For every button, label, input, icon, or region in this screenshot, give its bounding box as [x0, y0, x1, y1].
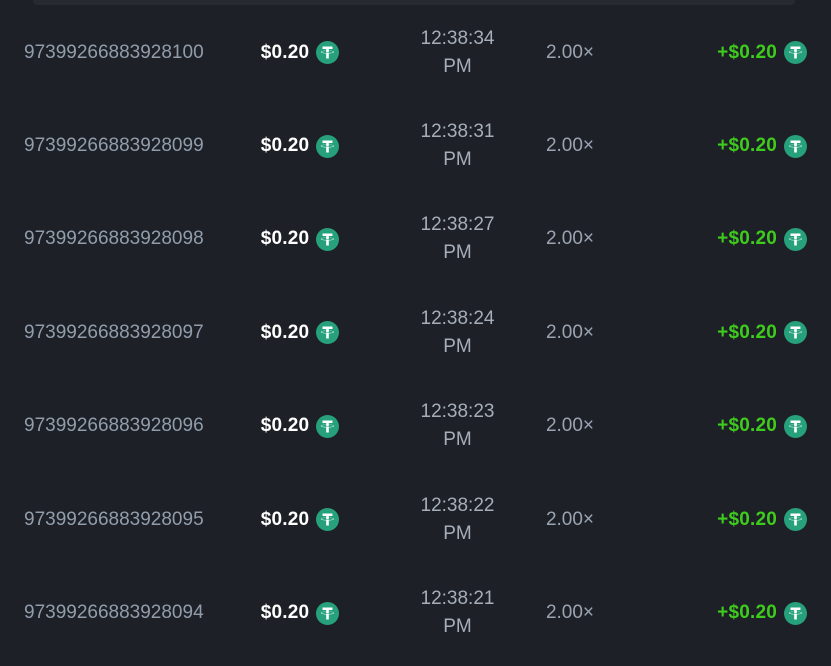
tether-icon	[784, 508, 807, 532]
bet-row[interactable]: 97399266883928097 $0.20 12:38:24 PM 2.00…	[0, 286, 831, 379]
bet-id-text: 97399266883928099	[24, 135, 204, 157]
time-value: 12:38:27	[420, 214, 495, 236]
payout-amount: +$0.20	[717, 415, 777, 437]
bet-id-text: 97399266883928094	[24, 602, 204, 624]
tether-icon	[316, 508, 340, 532]
tether-icon	[784, 41, 807, 65]
payout-amount: +$0.20	[717, 41, 777, 63]
bet-payout-cell: +$0.20	[610, 414, 831, 438]
bet-row[interactable]: 97399266883928099 $0.20 12:38:31 PM 2.00…	[0, 99, 831, 192]
tether-icon	[316, 414, 340, 438]
tether-icon	[784, 227, 807, 251]
time-period: PM	[443, 429, 472, 451]
bet-id-text: 97399266883928098	[24, 228, 204, 250]
bet-id: 97399266883928100	[0, 42, 215, 64]
bet-time: 12:38:27 PM	[385, 211, 530, 267]
tether-icon	[784, 601, 807, 625]
bet-id: 97399266883928094	[0, 602, 215, 624]
bet-amount: $0.20	[260, 508, 310, 530]
bet-amount: $0.20	[260, 228, 310, 250]
previous-row-remnant	[33, 0, 795, 5]
bet-time: 12:38:34 PM	[385, 25, 530, 81]
bet-id: 97399266883928095	[0, 509, 215, 531]
bet-payout-cell: +$0.20	[610, 601, 831, 625]
bet-id-text: 97399266883928096	[24, 415, 204, 437]
bet-multiplier: 2.00×	[545, 321, 595, 343]
tether-icon	[316, 321, 340, 345]
bet-amount-cell: $0.20	[215, 134, 385, 158]
payout-amount: +$0.20	[717, 135, 777, 157]
bet-amount: $0.20	[260, 602, 310, 624]
bet-time: 12:38:21 PM	[385, 585, 530, 641]
time-period: PM	[443, 335, 472, 357]
bet-payout-cell: +$0.20	[610, 227, 831, 251]
bet-id: 97399266883928097	[0, 322, 215, 344]
time-value: 12:38:22	[420, 494, 495, 516]
bet-id: 97399266883928099	[0, 135, 215, 157]
bet-multiplier: 2.00×	[545, 508, 595, 530]
bet-row[interactable]: 97399266883928098 $0.20 12:38:27 PM 2.00…	[0, 193, 831, 286]
bet-id-text: 97399266883928100	[24, 41, 204, 63]
bet-id-text: 97399266883928097	[24, 321, 204, 343]
time-period: PM	[443, 522, 472, 544]
bet-amount: $0.20	[260, 415, 310, 437]
tether-icon	[316, 41, 340, 65]
payout-amount: +$0.20	[717, 508, 777, 530]
bet-time: 12:38:22 PM	[385, 492, 530, 548]
bet-time: 12:38:31 PM	[385, 118, 530, 174]
time-period: PM	[443, 55, 472, 77]
bet-amount-cell: $0.20	[215, 414, 385, 438]
bet-amount: $0.20	[260, 135, 310, 157]
bet-multiplier: 2.00×	[545, 602, 595, 624]
bet-multiplier: 2.00×	[545, 228, 595, 250]
tether-icon	[784, 134, 807, 158]
bet-row[interactable]: 97399266883928095 $0.20 12:38:22 PM 2.00…	[0, 473, 831, 566]
time-value: 12:38:23	[420, 401, 495, 423]
bet-amount-cell: $0.20	[215, 601, 385, 625]
tether-icon	[316, 134, 340, 158]
bet-payout-cell: +$0.20	[610, 134, 831, 158]
time-period: PM	[443, 149, 472, 171]
bet-id: 97399266883928096	[0, 415, 215, 437]
time-value: 12:38:31	[420, 121, 495, 143]
bet-payout-cell: +$0.20	[610, 321, 831, 345]
bet-amount: $0.20	[260, 321, 310, 343]
bet-multiplier: 2.00×	[545, 41, 595, 63]
time-period: PM	[443, 242, 472, 264]
bet-amount: $0.20	[260, 41, 310, 63]
tether-icon	[784, 414, 807, 438]
bet-row[interactable]: 97399266883928096 $0.20 12:38:23 PM 2.00…	[0, 380, 831, 473]
bet-row[interactable]: 97399266883928094 $0.20 12:38:21 PM 2.00…	[0, 566, 831, 659]
tether-icon	[316, 601, 340, 625]
bets-table: 97399266883928100 $0.20 12:38:34 PM 2.00…	[0, 6, 831, 660]
bet-id: 97399266883928098	[0, 228, 215, 250]
time-value: 12:38:34	[420, 27, 495, 49]
bet-amount-cell: $0.20	[215, 41, 385, 65]
payout-amount: +$0.20	[717, 321, 777, 343]
payout-amount: +$0.20	[717, 602, 777, 624]
bet-multiplier: 2.00×	[545, 415, 595, 437]
tether-icon	[316, 227, 340, 251]
bet-amount-cell: $0.20	[215, 227, 385, 251]
bet-id-text: 97399266883928095	[24, 508, 204, 530]
bet-amount-cell: $0.20	[215, 321, 385, 345]
bet-multiplier: 2.00×	[545, 135, 595, 157]
bet-time: 12:38:23 PM	[385, 398, 530, 454]
payout-amount: +$0.20	[717, 228, 777, 250]
time-value: 12:38:21	[420, 588, 495, 610]
bet-payout-cell: +$0.20	[610, 41, 831, 65]
bet-payout-cell: +$0.20	[610, 508, 831, 532]
bet-row[interactable]: 97399266883928100 $0.20 12:38:34 PM 2.00…	[0, 6, 831, 99]
time-period: PM	[443, 616, 472, 638]
time-value: 12:38:24	[420, 307, 495, 329]
bet-time: 12:38:24 PM	[385, 305, 530, 361]
bet-amount-cell: $0.20	[215, 508, 385, 532]
tether-icon	[784, 321, 807, 345]
